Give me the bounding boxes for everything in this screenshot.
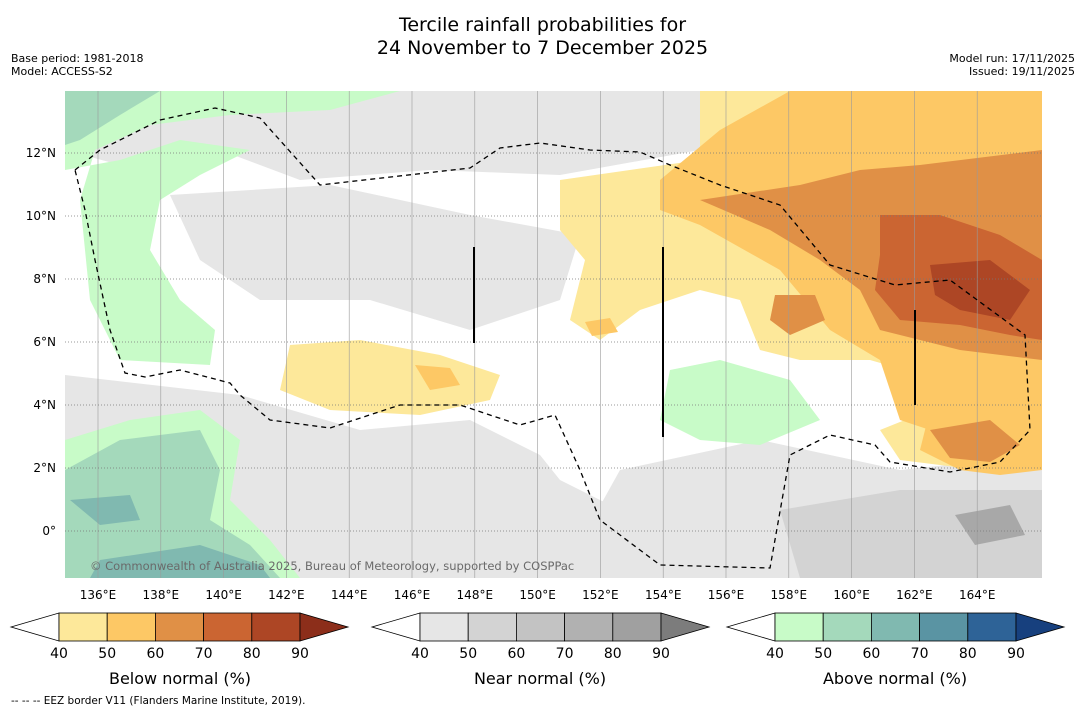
- lon-label: 146°E: [394, 588, 431, 602]
- lon-label: 152°E: [582, 588, 619, 602]
- below-normal-east-dark: [930, 260, 1030, 320]
- eez-border: [74, 107, 1031, 569]
- colorbar-max-arrow: [1015, 612, 1066, 642]
- colorbar-tick: 50: [459, 646, 477, 662]
- colorbar-segment: [251, 612, 301, 642]
- colorbar-segment: [564, 612, 614, 642]
- colorbar-near-normal: 40 50 60 70 80 90: [370, 612, 711, 662]
- colorbar-min-arrow: [725, 612, 776, 642]
- colorbar-segment: [106, 612, 156, 642]
- below-normal-central-orange: [415, 365, 460, 390]
- colorbar-segment: [516, 612, 566, 642]
- near-normal-central: [170, 185, 580, 330]
- above-normal-southwest-core: [70, 495, 140, 525]
- colorbar-segment: [419, 612, 469, 642]
- colorbar-tick: 90: [1007, 646, 1025, 662]
- issued-date: Issued: 19/11/2025: [968, 65, 1075, 78]
- lon-label: 148°E: [457, 588, 494, 602]
- above-normal-east: [660, 360, 820, 445]
- lat-label: 4°N: [33, 398, 56, 412]
- lon-label: 138°E: [143, 588, 180, 602]
- colorbar-segment: [967, 612, 1017, 642]
- gridlines: [65, 91, 1042, 578]
- lon-label: 160°E: [833, 588, 870, 602]
- lon-label: 144°E: [331, 588, 368, 602]
- colorbar-segment: [154, 612, 204, 642]
- colorbar-segment: [612, 612, 662, 642]
- colorbar-tick: 60: [862, 646, 880, 662]
- latitude-labels: 12°N 10°N 8°N 6°N 4°N 2°N 0°: [26, 146, 56, 538]
- lon-label: 154°E: [645, 588, 682, 602]
- colorbar-tick: 80: [604, 646, 622, 662]
- colorbar-tick: 80: [959, 646, 977, 662]
- above-normal-southwest-coast: [90, 545, 270, 578]
- colorbar-segment: [871, 612, 921, 642]
- colorbar-min-arrow: [370, 612, 421, 642]
- colorbar-tick: 50: [814, 646, 832, 662]
- colorbar-segment: [58, 612, 108, 642]
- lat-label: 2°N: [33, 461, 56, 475]
- probability-field: [65, 91, 1042, 578]
- above-normal-southwest-mid: [65, 430, 280, 578]
- colorbar-below-label: Below normal (%): [108, 669, 252, 688]
- colorbar-segment: [774, 612, 824, 642]
- above-normal-west-mid: [65, 91, 160, 145]
- colorbar-segment: [919, 612, 969, 642]
- colorbar-below-normal: 40 50 60 70 80 90: [9, 612, 350, 662]
- colorbar-tick: 40: [766, 646, 784, 662]
- colorbar-tick: 70: [556, 646, 574, 662]
- colorbar-tick: 60: [146, 646, 164, 662]
- title-line-2: 24 November to 7 December 2025: [376, 37, 709, 59]
- colorbar-tick: 60: [507, 646, 525, 662]
- colorbar-min-arrow: [9, 612, 60, 642]
- colorbar-above-normal: 40 50 60 70 80 90: [725, 612, 1066, 662]
- base-period: Base period: 1981-2018: [11, 52, 144, 65]
- colorbar-tick: 90: [291, 646, 309, 662]
- colorbar-tick: 70: [911, 646, 929, 662]
- colorbar-segment: [203, 612, 253, 642]
- longitude-labels: 136°E 138°E 140°E 142°E 144°E 146°E 148°E 150°E…: [80, 588, 996, 602]
- colorbar-tick: 80: [243, 646, 261, 662]
- lon-label: 158°E: [771, 588, 808, 602]
- colorbar-segment: [822, 612, 872, 642]
- model-name: Model: ACCESS-S2: [11, 65, 113, 78]
- lon-label: 142°E: [268, 588, 305, 602]
- below-normal-central-yellow: [280, 340, 500, 415]
- colorbar-tick: 40: [411, 646, 429, 662]
- meta-left: Base period: 1981-2018 Model: ACCESS-S2: [11, 52, 143, 78]
- copyright-notice: © Commonwealth of Australia 2025, Bureau…: [90, 559, 574, 573]
- below-normal-south-east-core: [930, 420, 1020, 462]
- colorbar-tick: 90: [652, 646, 670, 662]
- lat-label: 6°N: [33, 335, 56, 349]
- lon-label: 150°E: [519, 588, 556, 602]
- title-line-1: Tercile rainfall probabilities for: [398, 14, 687, 36]
- below-normal-east-spot: [770, 295, 825, 335]
- lat-label: 12°N: [26, 146, 56, 160]
- lon-label: 156°E: [708, 588, 745, 602]
- near-normal-southeast-core: [955, 505, 1025, 545]
- lat-label: 10°N: [26, 209, 56, 223]
- colorbar-segment: [467, 612, 517, 642]
- above-normal-west: [65, 91, 400, 365]
- lon-label: 136°E: [80, 588, 117, 602]
- colorbar-max-arrow: [660, 612, 711, 642]
- lon-label: 164°E: [959, 588, 996, 602]
- colorbar-above-label: Above normal (%): [822, 669, 968, 688]
- colorbar-tick: 40: [50, 646, 68, 662]
- colorbar-near-label: Near normal (%): [473, 669, 607, 688]
- model-run: Model run: 17/11/2025: [949, 52, 1075, 65]
- colorbar-tick: 70: [195, 646, 213, 662]
- colorbar-max-arrow: [299, 612, 350, 642]
- eez-legend: -- -- -- EEZ border V11 (Flanders Marine…: [11, 695, 306, 707]
- meta-right: Model run: 17/11/2025 Issued: 19/11/2025: [949, 52, 1075, 78]
- colorbar-tick: 50: [98, 646, 116, 662]
- lat-label: 8°N: [33, 272, 56, 286]
- lon-label: 162°E: [896, 588, 933, 602]
- map-title: Tercile rainfall probabilities for 24 No…: [0, 14, 1085, 60]
- lat-label: 0°: [42, 524, 56, 538]
- lon-label: 140°E: [205, 588, 242, 602]
- below-normal-spot-2: [585, 318, 618, 336]
